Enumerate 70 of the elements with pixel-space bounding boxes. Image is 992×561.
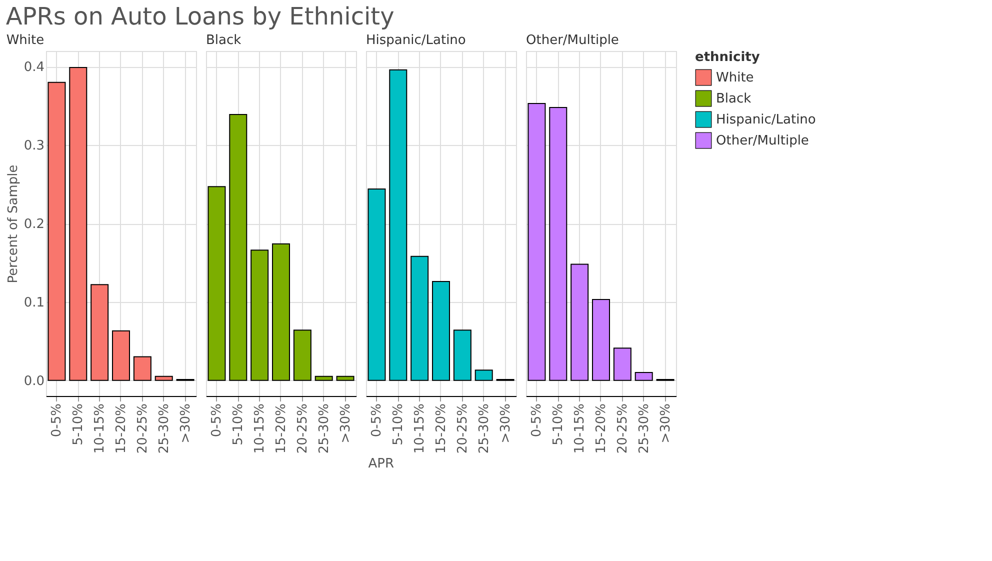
bar bbox=[432, 281, 450, 381]
x-tick-label: 5-10% bbox=[551, 404, 566, 446]
text: White bbox=[6, 33, 44, 48]
x-tick-label: 15-20% bbox=[274, 404, 289, 454]
x-tick-label: >30% bbox=[338, 404, 354, 444]
x-tick-label: 10-15% bbox=[412, 404, 428, 454]
y-tick-label: 0.3 bbox=[24, 138, 44, 154]
x-tick-label: 10-15% bbox=[572, 404, 588, 454]
text: Black bbox=[206, 33, 242, 48]
x-tick-label: 5-10% bbox=[391, 404, 406, 446]
x-tick-label: 10-15% bbox=[252, 404, 268, 454]
legend-label: White bbox=[716, 70, 754, 86]
x-tick-label: 15-20% bbox=[114, 404, 129, 454]
bar bbox=[250, 250, 269, 381]
x-tick-label: 20-25% bbox=[135, 404, 150, 454]
bar bbox=[208, 186, 226, 381]
bar bbox=[112, 330, 130, 381]
bar bbox=[570, 264, 589, 381]
bar bbox=[90, 284, 109, 381]
x-tick-label: 20-25% bbox=[295, 404, 310, 454]
x-tick-label: 10-15% bbox=[92, 404, 108, 454]
bar bbox=[613, 348, 632, 381]
x-tick-label: 15-20% bbox=[434, 404, 449, 454]
x-tick-label: 25-30% bbox=[316, 404, 332, 454]
bar bbox=[549, 106, 568, 381]
bar bbox=[48, 82, 66, 381]
bar bbox=[336, 376, 354, 381]
legend-label: Other/Multiple bbox=[716, 134, 809, 148]
bar bbox=[368, 188, 386, 381]
bar bbox=[314, 376, 333, 381]
bar bbox=[592, 299, 610, 381]
bar bbox=[389, 69, 408, 381]
x-tick-label: >30% bbox=[178, 404, 194, 444]
x-tick-label: 25-30% bbox=[156, 404, 172, 454]
legend-label: Black bbox=[716, 92, 752, 106]
bar bbox=[634, 372, 653, 381]
y-axis-title: Percent of Sample bbox=[6, 164, 21, 284]
bar bbox=[133, 356, 152, 381]
y-tick-label: 0.0 bbox=[24, 374, 44, 389]
legend-label: Hispanic/Latino bbox=[716, 112, 816, 128]
bar bbox=[154, 376, 173, 381]
bar bbox=[69, 66, 88, 381]
x-tick-label: 20-25% bbox=[455, 404, 470, 454]
bar bbox=[272, 243, 290, 381]
x-tick-label: 5-10% bbox=[231, 404, 246, 446]
x-tick-label: >30% bbox=[658, 404, 674, 444]
x-tick-label: 25-30% bbox=[476, 404, 492, 454]
x-tick-label: 25-30% bbox=[636, 404, 652, 454]
text: Other/Multiple bbox=[526, 33, 619, 48]
y-tick-label: 0.2 bbox=[24, 217, 44, 232]
x-tick-label: 0-5% bbox=[210, 404, 225, 438]
y-tick-label: 0.1 bbox=[24, 295, 44, 310]
legend-title: ethnicity bbox=[695, 50, 760, 65]
bar bbox=[474, 370, 493, 381]
x-tick-label: >30% bbox=[498, 404, 514, 444]
text: Hispanic/Latino bbox=[366, 33, 466, 48]
x-tick-label: 0-5% bbox=[530, 404, 545, 438]
bar bbox=[229, 114, 248, 381]
bar bbox=[293, 330, 312, 381]
chart-title: APRs on Auto Loans by Ethnicity bbox=[6, 2, 394, 30]
bar bbox=[410, 256, 429, 381]
bar bbox=[453, 330, 472, 381]
x-tick-label: 0-5% bbox=[370, 404, 385, 438]
x-axis-title: APR bbox=[368, 456, 394, 472]
x-tick-label: 20-25% bbox=[615, 404, 630, 454]
x-tick-label: 0-5% bbox=[50, 404, 65, 438]
bar bbox=[528, 103, 546, 381]
y-tick-label: 0.4 bbox=[24, 60, 44, 76]
x-tick-label: 5-10% bbox=[71, 404, 86, 446]
x-tick-label: 15-20% bbox=[594, 404, 609, 454]
